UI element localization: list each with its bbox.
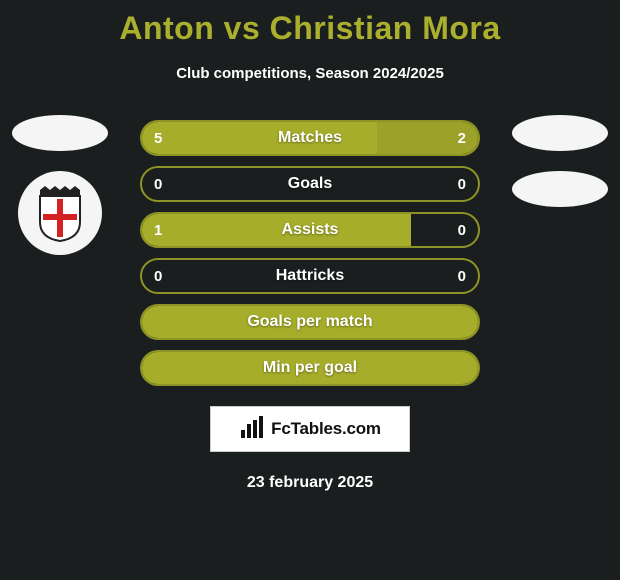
stat-label: Goals	[142, 168, 478, 200]
stat-value-right: 0	[458, 214, 466, 246]
subtitle: Club competitions, Season 2024/2025	[0, 65, 620, 82]
bar-chart-icon	[239, 414, 265, 445]
left-player-column	[10, 115, 110, 255]
brand-box[interactable]: FcTables.com	[210, 406, 410, 452]
right-player-column	[510, 115, 610, 207]
shield-icon	[35, 184, 85, 242]
stat-row-goals-per-match: Goals per match	[140, 304, 480, 340]
club-logo-placeholder	[512, 171, 608, 207]
date-label: 23 february 2025	[140, 474, 480, 492]
stat-value-right: 0	[458, 168, 466, 200]
stat-label: Assists	[142, 214, 478, 246]
stat-row-hattricks: 0 Hattricks 0	[140, 258, 480, 294]
stat-value-right: 2	[458, 122, 466, 154]
stat-label: Matches	[142, 122, 478, 154]
brand-label: FcTables.com	[271, 419, 381, 439]
stat-row-goals: 0 Goals 0	[140, 166, 480, 202]
stat-label: Hattricks	[142, 260, 478, 292]
stat-label: Min per goal	[142, 352, 478, 384]
player-photo-placeholder	[512, 115, 608, 151]
page-title: Anton vs Christian Mora	[0, 0, 620, 47]
club-crest	[18, 171, 102, 255]
stats-column: 5 Matches 2 0 Goals 0 1 Assists 0 0 Hatt…	[140, 120, 480, 492]
stat-row-min-per-goal: Min per goal	[140, 350, 480, 386]
stat-row-matches: 5 Matches 2	[140, 120, 480, 156]
player-photo-placeholder	[12, 115, 108, 151]
stat-row-assists: 1 Assists 0	[140, 212, 480, 248]
stat-value-right: 0	[458, 260, 466, 292]
stat-label: Goals per match	[142, 306, 478, 338]
